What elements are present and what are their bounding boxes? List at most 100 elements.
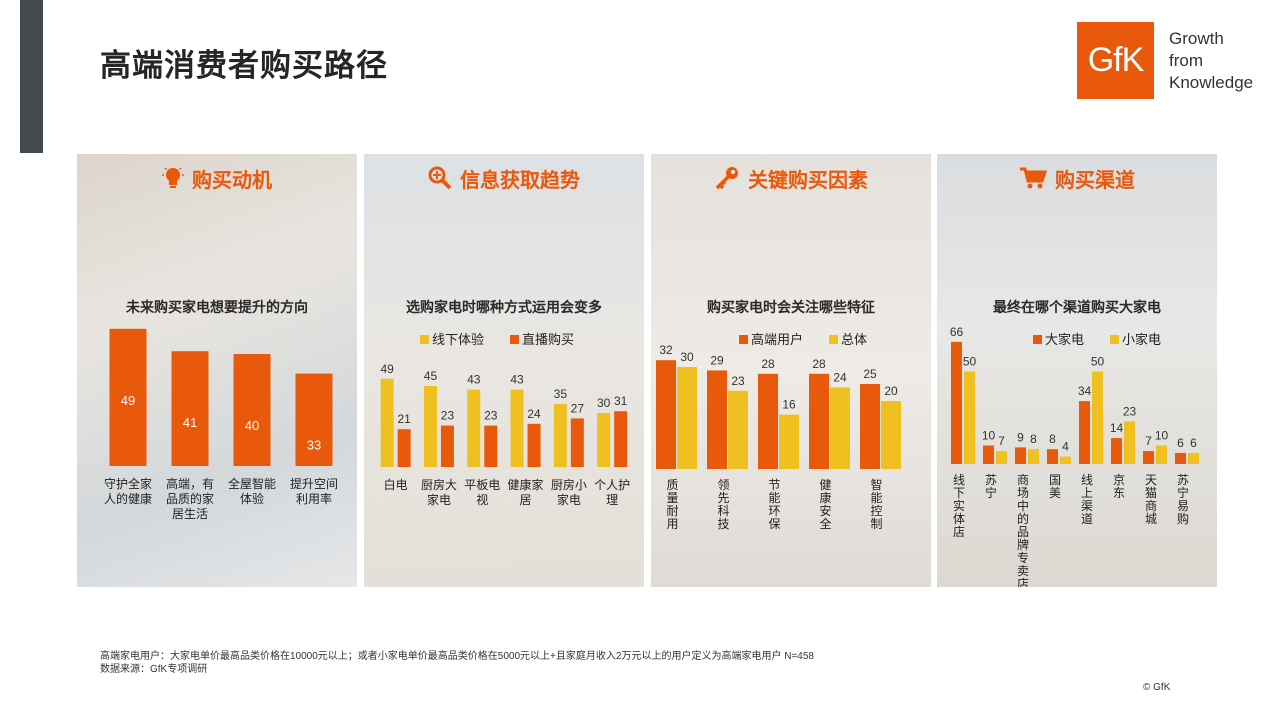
bar	[964, 371, 975, 464]
data-label: 49	[121, 393, 135, 408]
data-label: 28	[761, 357, 775, 371]
category-label: 苏宁易购	[1177, 473, 1189, 526]
bar	[983, 445, 994, 464]
data-label: 43	[510, 373, 524, 387]
panel-heading: 购买动机	[77, 164, 357, 196]
bar	[1015, 447, 1026, 464]
data-label: 32	[659, 343, 673, 357]
tagline-line: Knowledge	[1169, 73, 1254, 92]
page-title: 高端消费者购买路径	[100, 48, 388, 83]
bar	[1124, 421, 1135, 464]
legend-label: 大家电	[1045, 332, 1084, 347]
data-label: 6	[1190, 436, 1197, 450]
bar	[614, 411, 628, 467]
panel-heading: 关键购买因素	[651, 164, 931, 196]
panel-heading-text: 关键购买因素	[748, 170, 868, 192]
data-label: 30	[597, 396, 611, 410]
data-label: 10	[982, 429, 996, 443]
category-label: 节能环保	[768, 478, 780, 531]
category-label: 京东	[1113, 473, 1125, 500]
bar	[951, 341, 962, 464]
key-icon	[714, 166, 740, 196]
category-label: 平板电视	[464, 478, 500, 507]
bar	[171, 351, 209, 466]
bar	[484, 425, 498, 467]
bar	[295, 373, 333, 466]
data-label: 10	[1155, 429, 1169, 443]
data-label: 24	[527, 407, 541, 421]
panel-heading: 信息获取趋势	[364, 164, 644, 196]
data-label: 66	[950, 325, 964, 339]
bar	[1175, 452, 1186, 464]
gfk-logo: GfK	[1077, 22, 1154, 99]
data-label: 16	[782, 398, 796, 412]
panel-heading-text: 信息获取趋势	[460, 170, 580, 192]
category-label: 健康安全	[819, 478, 831, 531]
bar	[109, 328, 147, 466]
bar	[779, 414, 799, 469]
bar	[1028, 449, 1039, 464]
legend-label: 小家电	[1122, 332, 1161, 347]
legend-label: 线下体验	[432, 332, 484, 347]
data-label: 33	[307, 438, 321, 453]
legend-swatch	[739, 335, 748, 344]
bar	[380, 378, 394, 467]
category-label: 个人护理	[594, 478, 630, 507]
data-label: 24	[833, 370, 847, 384]
logo-tagline: Growth from Knowledge	[1169, 28, 1274, 94]
category-label: 智能控制	[870, 477, 882, 531]
panel-heading-text: 购买动机	[192, 170, 272, 192]
bar	[467, 389, 481, 467]
category-label: 提升空间利用率	[290, 476, 338, 506]
data-label: 14	[1110, 421, 1124, 435]
data-label: 49	[380, 362, 394, 376]
bar	[397, 429, 411, 467]
bar	[423, 386, 437, 467]
magnifier-plus-icon	[428, 166, 452, 196]
footnote: 高端家电用户：大家电单价最高品类价格在10000元以上；或者小家电单价最高品类价…	[100, 650, 814, 676]
data-label: 23	[1123, 404, 1137, 418]
panel-key-factors: 关键购买因素 购买家电时会关注哪些特征 高端用户 总体 32 30 质量耐用 29 23 领先科…	[651, 154, 931, 587]
bar	[656, 360, 676, 469]
footnote-definition: 高端家电用户：大家电单价最高品类价格在10000元以上；或者小家电单价最高品类价…	[100, 651, 814, 662]
bar	[1156, 445, 1167, 464]
accent-bar	[20, 0, 43, 153]
legend-label: 直播购买	[522, 332, 574, 347]
bar	[881, 401, 901, 469]
data-label: 4	[1062, 440, 1069, 454]
category-label: 高端，有品质的家居生活	[166, 476, 214, 521]
bar	[570, 418, 584, 467]
legend-label: 总体	[841, 332, 867, 347]
bar	[996, 451, 1007, 464]
legend-swatch	[829, 335, 838, 344]
bar	[1092, 371, 1103, 464]
category-label: 领先科技	[717, 478, 729, 531]
legend-swatch	[420, 335, 429, 344]
bar	[527, 423, 541, 467]
category-label: 国美	[1049, 473, 1061, 500]
data-label: 23	[484, 409, 498, 423]
data-label: 50	[963, 355, 977, 369]
category-label: 商场中的品牌专卖店	[1017, 472, 1029, 587]
chart-title: 选购家电时哪种方式运用会变多	[406, 299, 602, 315]
bar	[233, 354, 271, 466]
data-label: 7	[1145, 434, 1152, 448]
legend-swatch	[1033, 335, 1042, 344]
data-label: 29	[710, 353, 724, 367]
category-label: 守护全家人的健康	[104, 476, 152, 506]
panel-channels: 购买渠道 最终在哪个渠道购买大家电 大家电 小家电 66 50 线下实体店 10 7 苏宁 9 8 商…	[937, 154, 1217, 587]
data-label: 9	[1017, 430, 1024, 444]
data-label: 8	[1030, 432, 1037, 446]
category-label: 苏宁	[985, 473, 997, 500]
chart-title: 未来购买家电想要提升的方向	[126, 299, 308, 315]
panel-purchase-motivation: 购买动机 未来购买家电想要提升的方向 49 守护全家人的健康 41 高端，有品质的家居生…	[77, 154, 357, 587]
data-label: 41	[183, 415, 197, 430]
category-label: 厨房大家电	[421, 477, 457, 507]
category-label: 线上渠道	[1081, 473, 1093, 526]
bar	[553, 404, 567, 467]
legend-swatch	[1110, 335, 1119, 344]
panel-heading: 购买渠道	[937, 164, 1217, 196]
legend-swatch	[510, 335, 519, 344]
